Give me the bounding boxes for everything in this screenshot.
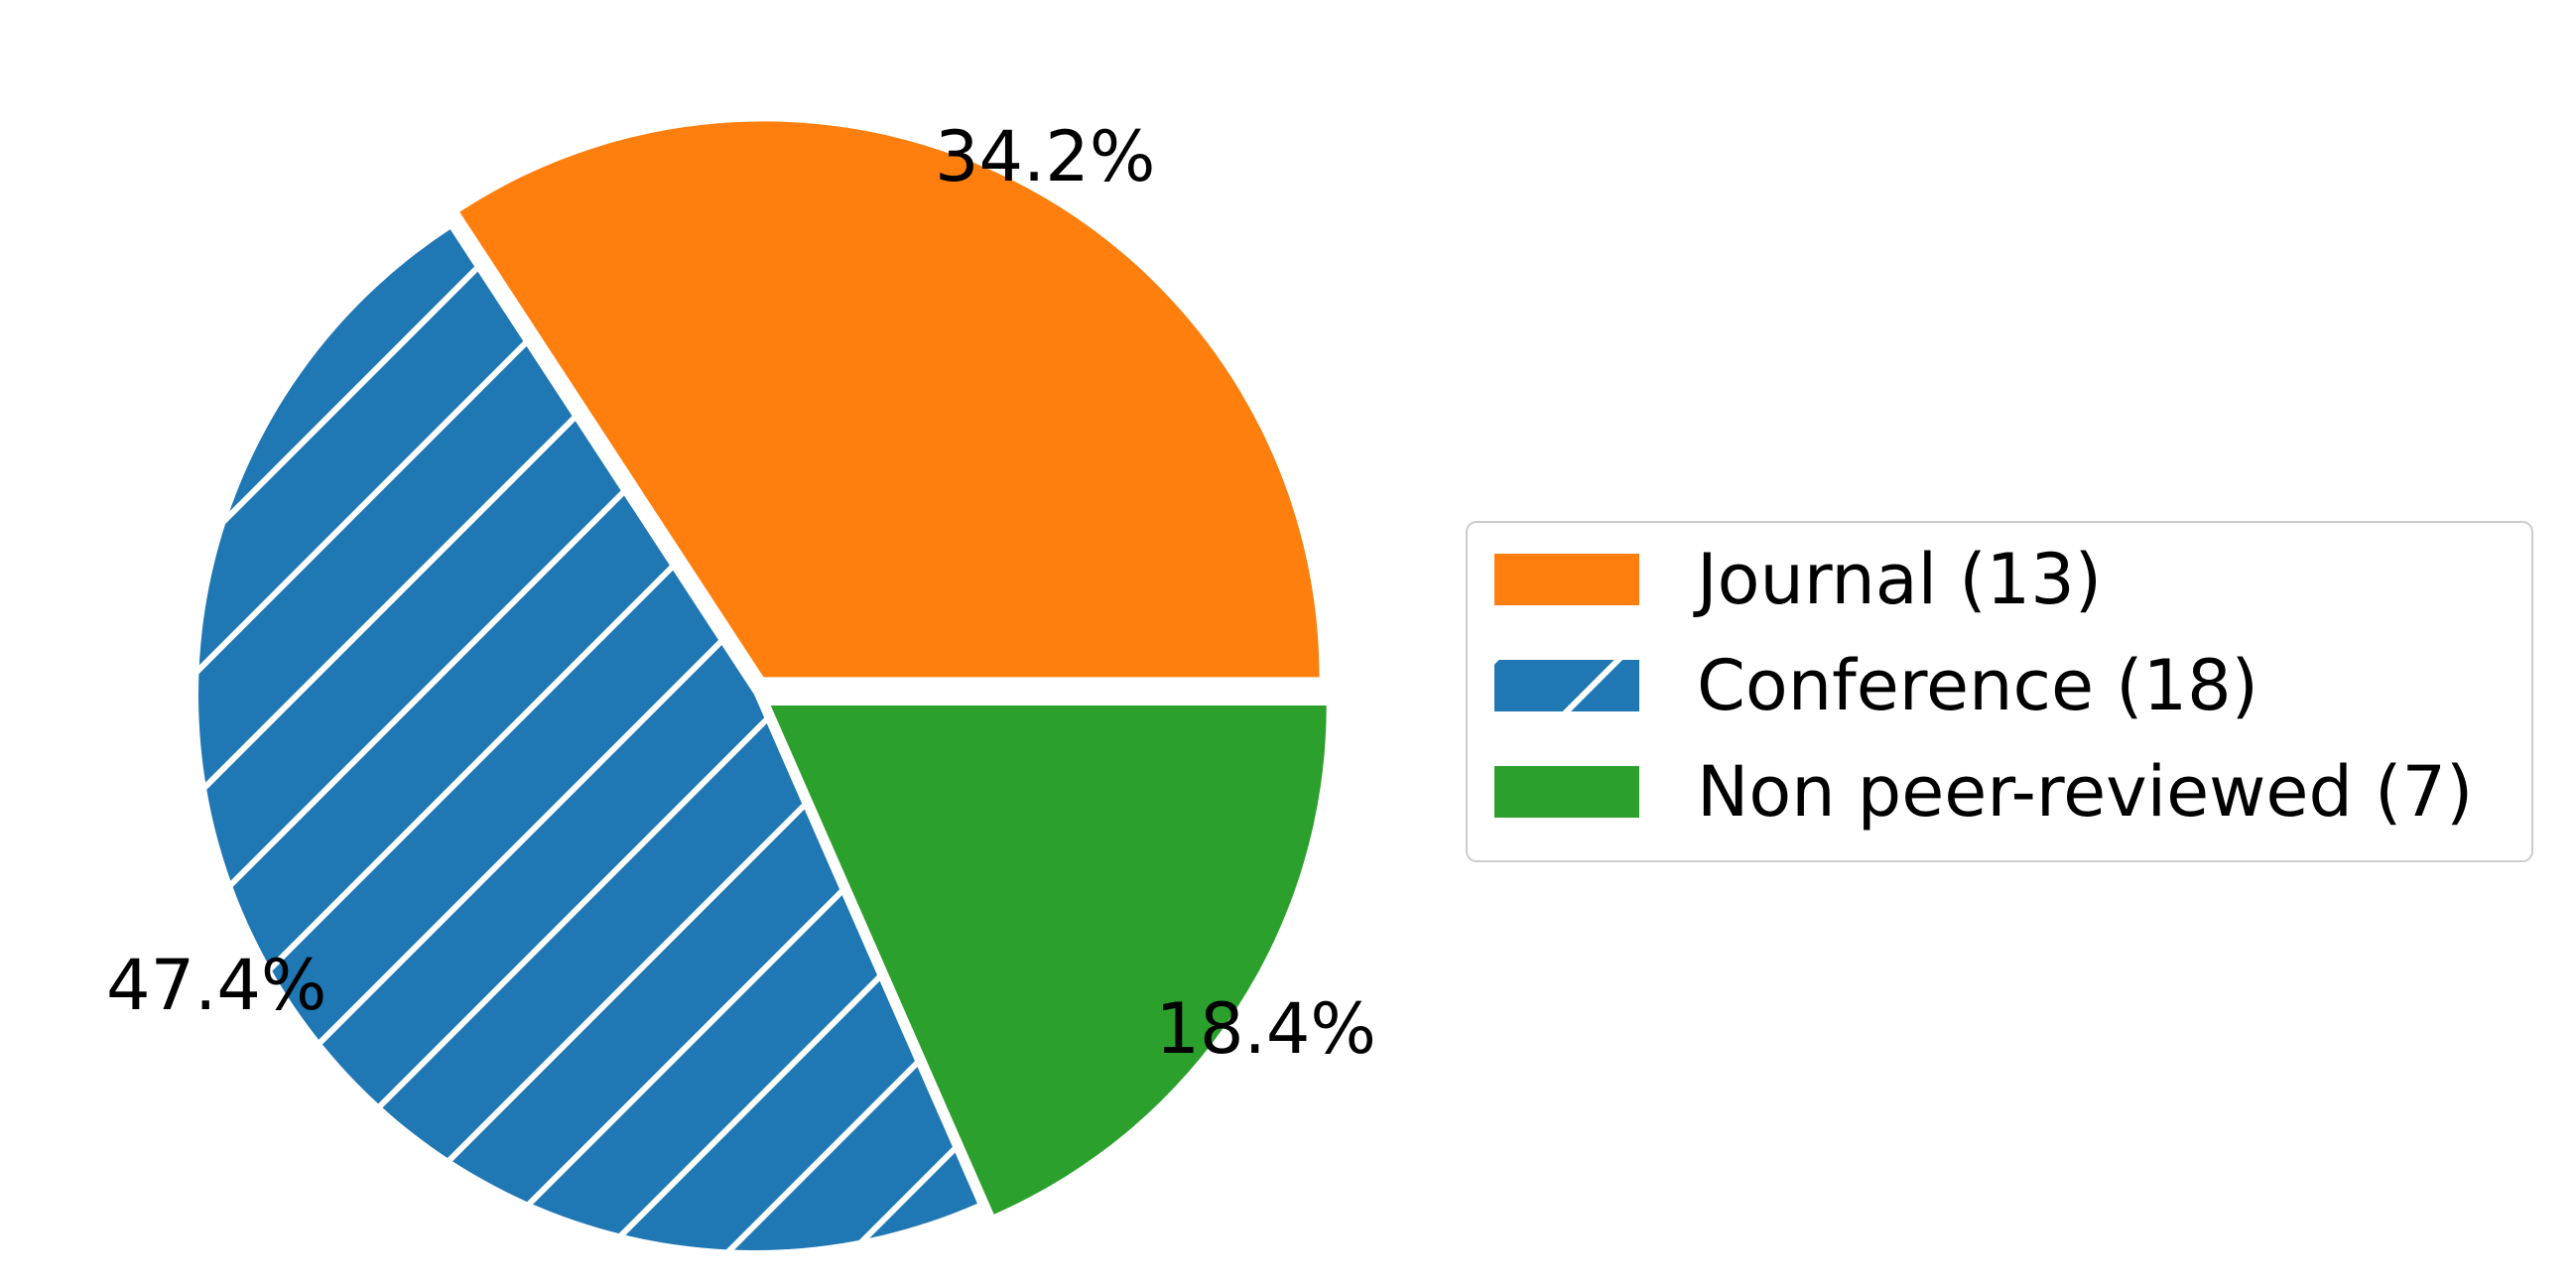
legend: Journal (13) Conference (18) Non peer-revi… (1466, 521, 2533, 862)
legend-swatch-journal (1494, 554, 1639, 605)
pie-slice-non-peer-reviewed (770, 705, 1327, 1215)
legend-label-non-peer-reviewed: Non peer-reviewed (7) (1697, 751, 2473, 833)
percent-label-conference: 47.4% (106, 945, 326, 1026)
pie-percent-labels: 34.2% 47.4% 18.4% (106, 116, 1376, 1070)
legend-label-journal: Journal (13) (1693, 539, 2102, 620)
legend-label-conference: Conference (18) (1697, 645, 2258, 726)
legend-frame (1466, 521, 2533, 862)
percent-label-journal: 34.2% (935, 116, 1155, 197)
legend-swatch-conference (1494, 660, 1639, 711)
pie-slice-conference (198, 229, 977, 1250)
pie-slice-journal (459, 121, 1320, 678)
percent-label-non-peer-reviewed: 18.4% (1156, 988, 1376, 1070)
pie-slices (198, 121, 1327, 1250)
legend-swatch-non-peer-reviewed (1494, 766, 1639, 818)
